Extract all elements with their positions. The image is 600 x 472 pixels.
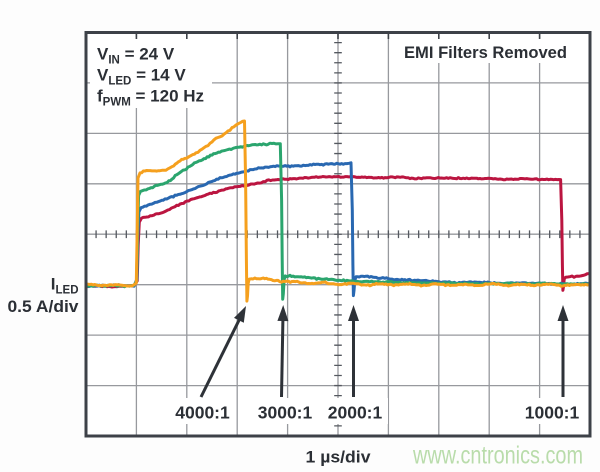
svg-text:EMI Filters Removed: EMI Filters Removed [404, 43, 567, 62]
svg-text:2000:1: 2000:1 [328, 403, 383, 423]
svg-text:1000:1: 1000:1 [525, 403, 580, 423]
svg-text:0.5 A/div: 0.5 A/div [8, 297, 80, 316]
svg-text:4000:1: 4000:1 [175, 403, 230, 423]
svg-text:1 µs/div: 1 µs/div [306, 448, 372, 467]
svg-text:3000:1: 3000:1 [258, 403, 313, 423]
svg-text:www.cntronics.com: www.cntronics.com [412, 442, 583, 470]
